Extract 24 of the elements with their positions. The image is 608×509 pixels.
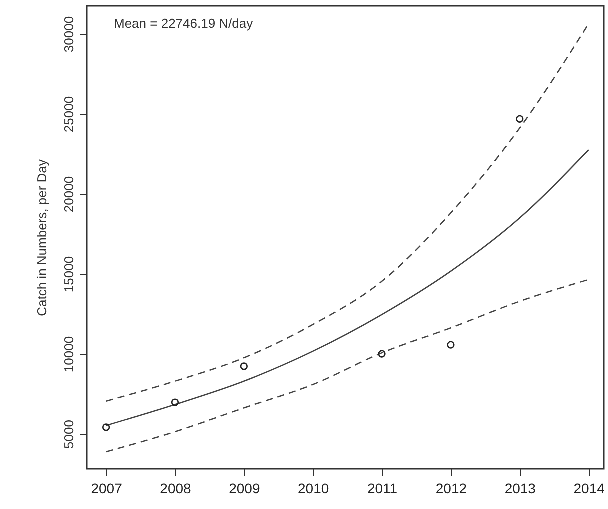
point: [516, 115, 524, 123]
y-tick-label: 15000: [62, 256, 76, 293]
y-tick-label: 20000: [62, 176, 76, 213]
y-tick-label: 30000: [62, 16, 76, 53]
annotation: Mean = 22746.19 N/day: [114, 16, 254, 31]
x-tick-label: 2012: [436, 480, 468, 496]
line-series: [106, 149, 590, 426]
y-axis-title: Catch in Numbers, per Day: [34, 159, 50, 316]
point: [447, 341, 455, 349]
point: [171, 398, 180, 406]
x-tick-label: 2013: [504, 480, 536, 496]
point: [240, 362, 248, 370]
point: [378, 350, 386, 358]
line-series: [106, 279, 590, 453]
x-tick-label: 2014: [574, 480, 606, 496]
x-tick-label: 2008: [160, 480, 192, 496]
x-tick-label: 2010: [298, 480, 330, 496]
point: [102, 424, 110, 432]
y-tick-label: 10000: [62, 336, 76, 373]
y-tick-label: 25000: [62, 96, 76, 133]
x-tick-label: 2007: [91, 480, 123, 496]
x-tick-label: 2011: [367, 480, 398, 496]
y-tick-label: 5000: [62, 420, 76, 449]
x-tick-label: 2009: [229, 480, 260, 496]
